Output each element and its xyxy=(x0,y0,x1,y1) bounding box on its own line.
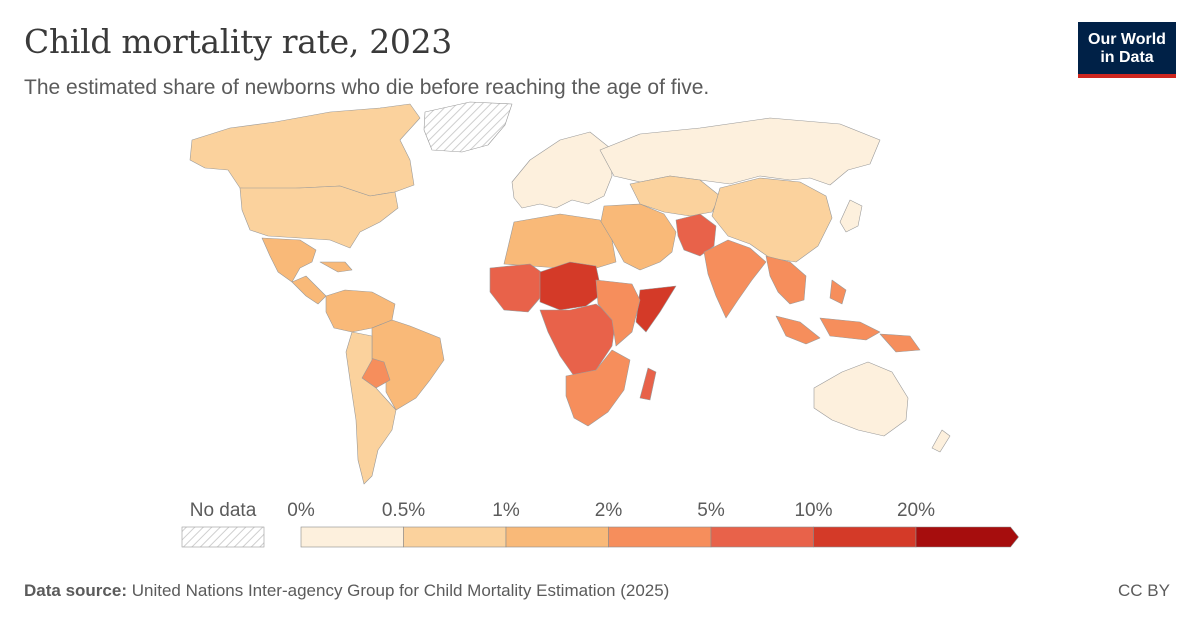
legend-no-data-label: No data xyxy=(190,500,257,521)
region-united-states[interactable] xyxy=(239,185,399,249)
legend: No data 0% 0.5% 1% 2% 5% 10% 20% xyxy=(181,500,1019,548)
legend-tick-label-1: 0.5% xyxy=(382,500,425,521)
chart-subtitle: The estimated share of newborns who die … xyxy=(24,76,710,99)
chart-title: Child mortality rate, 2023 xyxy=(24,22,453,61)
region-russia[interactable] xyxy=(599,117,881,186)
region-india[interactable] xyxy=(703,239,767,319)
legend-tick-label-5: 10% xyxy=(794,500,832,521)
logo-line-2: in Data xyxy=(1100,49,1154,66)
region-north-africa[interactable] xyxy=(503,213,617,271)
region-indonesia-philippines[interactable] xyxy=(775,279,921,353)
legend-tick-label-0: 0% xyxy=(287,500,315,521)
region-greenland[interactable] xyxy=(423,101,513,153)
legend-bin-2[interactable] xyxy=(505,526,609,548)
data-source-label: Data source: xyxy=(24,581,127,600)
legend-tick-label-4: 5% xyxy=(697,500,725,521)
region-canada-alaska[interactable] xyxy=(189,103,421,197)
data-source: Data source: United Nations Inter-agency… xyxy=(24,581,669,601)
region-west-africa[interactable] xyxy=(489,263,545,313)
legend-no-data-swatch xyxy=(181,526,265,548)
region-madagascar[interactable] xyxy=(639,367,657,401)
region-australia[interactable] xyxy=(813,361,909,437)
logo-line-1: Our World xyxy=(1088,31,1166,48)
region-china[interactable] xyxy=(711,177,833,263)
owid-logo[interactable]: Our World in Data xyxy=(1078,22,1176,78)
legend-bin-5[interactable] xyxy=(813,526,917,548)
legend-tick-label-2: 1% xyxy=(492,500,520,521)
region-new-zealand[interactable] xyxy=(931,429,951,453)
region-europe[interactable] xyxy=(511,131,613,209)
region-southern-cone[interactable] xyxy=(345,331,397,485)
license-link[interactable]: CC BY xyxy=(1118,581,1170,600)
data-source-text[interactable]: United Nations Inter-agency Group for Ch… xyxy=(131,581,670,600)
legend-tick-label-3: 2% xyxy=(595,500,623,521)
region-somalia[interactable] xyxy=(635,285,677,333)
region-southeast-asia[interactable] xyxy=(765,255,807,305)
legend-tick-label-6: 20% xyxy=(897,500,935,521)
region-central-asia[interactable] xyxy=(629,175,721,217)
region-central-africa[interactable] xyxy=(539,303,617,377)
legend-bin-0[interactable] xyxy=(300,526,404,548)
region-east-africa[interactable] xyxy=(595,279,641,347)
region-southern-africa[interactable] xyxy=(565,349,631,427)
legend-bin-1[interactable] xyxy=(403,526,507,548)
legend-bin-4[interactable] xyxy=(710,526,814,548)
legend-bin-3[interactable] xyxy=(608,526,712,548)
region-sahel[interactable] xyxy=(539,261,603,311)
region-japan[interactable] xyxy=(839,199,863,233)
legend-bin-6[interactable] xyxy=(915,526,1019,548)
region-mexico[interactable] xyxy=(261,237,317,283)
